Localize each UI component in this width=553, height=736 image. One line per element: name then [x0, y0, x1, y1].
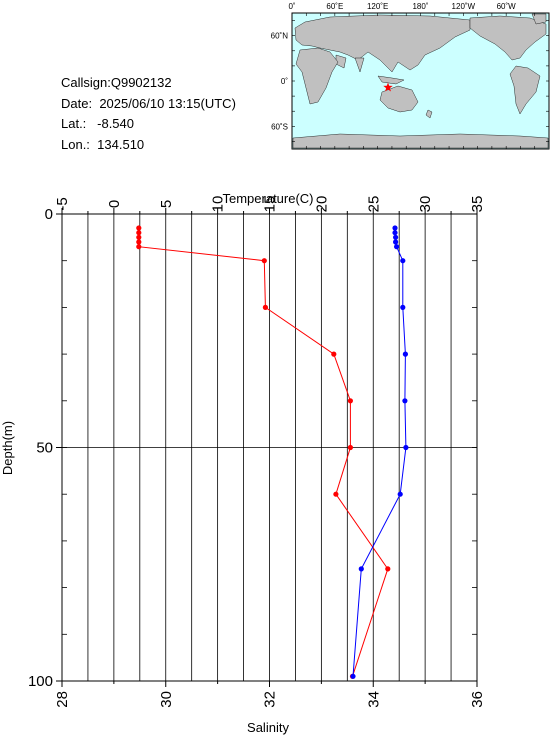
salinity-point [392, 230, 398, 236]
map-lat-label: 60˚S [271, 122, 288, 131]
temperature-tick-label: 30 [417, 196, 434, 213]
map-lon-label: 120˚W [452, 2, 476, 11]
depth-tick-label: 50 [36, 440, 53, 457]
depth-tick-label: 0 [45, 206, 53, 223]
lon-label: Lon.: [61, 136, 90, 152]
temperature-tick-label: 35 [469, 196, 486, 213]
salinity-point [350, 673, 356, 679]
map-lon-label: 180˚ [412, 2, 428, 11]
callsign-label: Callsign: [61, 75, 111, 90]
depth-axis: 0 50 100 [28, 206, 62, 690]
temperature-point [136, 239, 142, 245]
station-info: Callsign:Q9902132 Date: 2025/06/10 13:15… [61, 73, 236, 155]
salinity-axis: 28 30 32 34 36 [54, 681, 486, 708]
map-lat-labels: 60˚N 0˚ 60˚S [271, 32, 289, 132]
salinity-tick-label: 36 [469, 691, 486, 708]
world-map: 0˚ 60˚E 120˚E 180˚ 120˚W 60˚W 60˚N 0˚ 60˚S [271, 2, 550, 150]
location-marker [383, 82, 393, 92]
temperature-tick-label: 10 [210, 196, 227, 213]
salinity-tick-label: 30 [158, 691, 175, 708]
salinity-point [392, 225, 398, 231]
map-lon-label: 120˚E [367, 2, 388, 11]
salinity-point [400, 304, 406, 310]
temperature-point [385, 566, 391, 572]
lat-row: Lat.: -8.540 [61, 114, 236, 135]
temperature-axis-label: Temperature(C) [222, 191, 313, 206]
temperature-point [136, 244, 142, 250]
temperature-point [347, 444, 353, 451]
salinity-tick-label: 34 [365, 691, 382, 708]
salinity-point [402, 398, 408, 404]
series-group [136, 225, 409, 679]
map-lon-label: 60˚W [497, 2, 517, 11]
station-star-marker [383, 82, 393, 92]
callsign-row: Callsign:Q9902132 [61, 73, 236, 94]
salinity-point [402, 351, 408, 357]
map-lat-label: 60˚N [271, 32, 289, 41]
map-lon-label: 60˚E [326, 2, 343, 11]
map-lon-label: 0˚ [288, 2, 295, 11]
temperature-point [262, 304, 268, 310]
map-lon-labels: 0˚ 60˚E 120˚E 180˚ 120˚W 60˚W [288, 2, 516, 11]
temperature-tick-label: 25 [365, 196, 382, 213]
temperature-tick-label: 20 [313, 196, 330, 213]
salinity-point [403, 444, 409, 451]
temperature-point [136, 230, 142, 236]
lat-label: Lat.: [61, 116, 87, 131]
salinity-axis-label: Salinity [247, 720, 289, 735]
map-lat-label: 0˚ [281, 77, 288, 86]
map-land [292, 13, 549, 149]
salinity-point [393, 234, 399, 240]
map-ticks [291, 13, 550, 149]
salinity-point [397, 491, 403, 497]
salinity-tick-label: 32 [262, 691, 279, 708]
temperature-point [136, 225, 142, 231]
lat-value: -8.540 [97, 116, 135, 131]
lon-value: 134.510 [97, 136, 145, 152]
temperature-tick-label: -5 [54, 197, 71, 210]
salinity-tick-label: 28 [54, 691, 71, 708]
date-label: Date: [61, 95, 93, 111]
salinity-point [358, 566, 364, 572]
depth-axis-label: Depth(m) [0, 421, 15, 475]
temperature-point [261, 258, 267, 264]
temperature-tick-label: 15 [262, 196, 279, 213]
lon-row: Lon.: 134.510 [61, 135, 236, 156]
grid [62, 214, 477, 681]
salinity-point [394, 244, 400, 250]
depth-tick-label: 100 [28, 673, 53, 690]
temperature-tick-label: 5 [158, 200, 175, 208]
callsign-value: Q9902132 [110, 75, 172, 90]
temperature-axis: -5 0 5 10 15 20 25 30 35 [54, 196, 486, 214]
date-value: 2025/06/10 13:15(UTC) [99, 95, 236, 111]
salinity-point [400, 258, 406, 264]
temperature-point [333, 491, 339, 497]
temperature-point [136, 234, 142, 240]
temperature-point [331, 351, 337, 357]
temperature-tick-label: 0 [106, 200, 123, 208]
temperature-point [347, 398, 353, 404]
date-row: Date: 2025/06/10 13:15(UTC) [61, 94, 236, 115]
salinity-point [393, 239, 399, 245]
